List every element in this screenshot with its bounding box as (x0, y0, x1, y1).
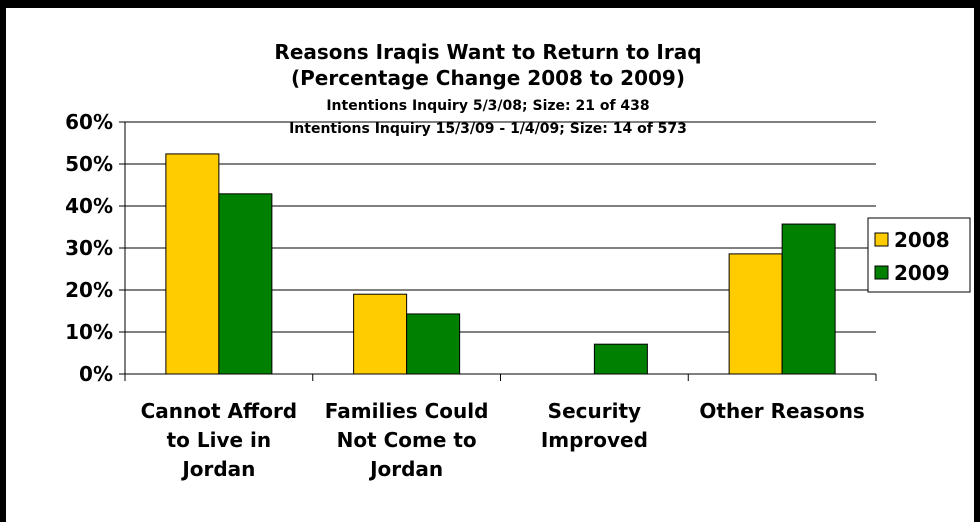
chart-title: Reasons Iraqis Want to Return to Iraq (274, 40, 701, 64)
legend-label: 2008 (894, 228, 950, 252)
bar-chart: Reasons Iraqis Want to Return to Iraq (P… (65, 40, 971, 481)
legend-swatch (874, 265, 889, 280)
bar-2009 (406, 313, 461, 375)
bars (165, 153, 836, 375)
chart-subtitle-1: Intentions Inquiry 5/3/08; Size: 21 of 4… (326, 98, 649, 114)
x-tick-label: Cannot Afford (141, 399, 298, 423)
y-tick-label: 20% (65, 278, 113, 302)
x-tick-label: Jordan (180, 457, 255, 481)
chart-title-line2: (Percentage Change 2008 to 2009) (291, 66, 685, 90)
x-tick-label: Improved (541, 428, 648, 452)
bar-2009 (593, 343, 648, 375)
y-axis-ticks: 0% 10% 20% 30% 40% 50% 60% (65, 110, 125, 386)
legend-box (867, 217, 971, 293)
y-tick-label: 10% (65, 320, 113, 344)
x-axis-labels: Cannot Afford to Live in Jordan Families Co… (141, 399, 865, 481)
bar-2008 (728, 253, 783, 375)
bar-2008 (165, 153, 220, 375)
x-tick-label: Families Could (325, 399, 489, 423)
legend-label: 2009 (894, 261, 950, 285)
x-tick-label: to Live in (167, 428, 272, 452)
x-tick-label: Security (548, 399, 641, 423)
bar-2008 (353, 293, 408, 375)
y-tick-label: 0% (79, 362, 113, 386)
chart-subtitle-2: Intentions Inquiry 15/3/09 - 1/4/09; Siz… (289, 121, 687, 137)
bar-2009 (218, 193, 273, 375)
y-tick-label: 50% (65, 152, 113, 176)
x-tick-label: Not Come to (337, 428, 477, 452)
y-tick-label: 40% (65, 194, 113, 218)
x-tick-label: Jordan (368, 457, 443, 481)
legend-swatch (874, 232, 889, 247)
y-tick-label: 60% (65, 110, 113, 134)
x-tick-label: Other Reasons (699, 399, 864, 423)
y-tick-label: 30% (65, 236, 113, 260)
chart-area: Reasons Iraqis Want to Return to Iraq (P… (4, 8, 974, 522)
legend: 2008 2009 (867, 217, 971, 293)
bar-2009 (781, 223, 836, 375)
